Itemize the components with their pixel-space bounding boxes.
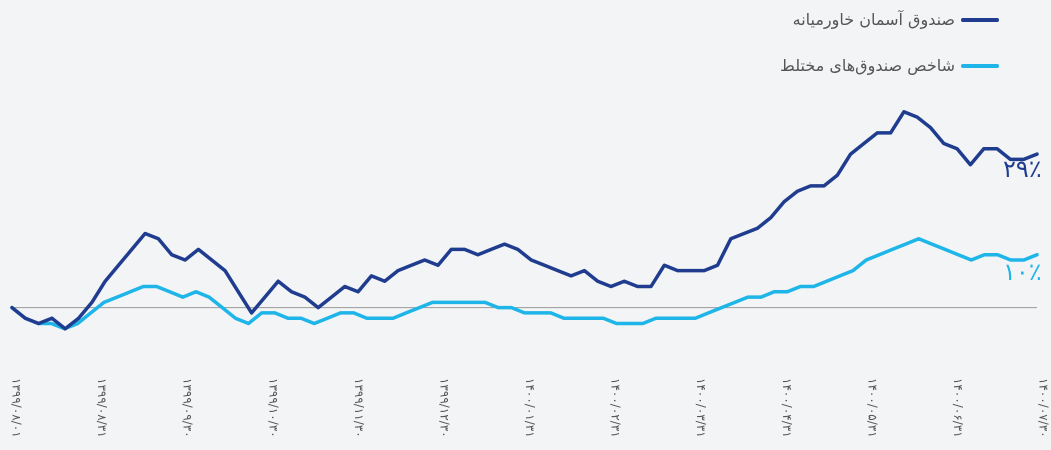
- series-line-fund: [10, 110, 1039, 331]
- x-tick-label: ۱۳۹۹/۰۸/۰۱: [10, 378, 24, 438]
- x-tick-label: ۱۴۰۰/۰۱/۳۱: [523, 378, 537, 438]
- x-tick-label: ۱۴۰۰/۰۶/۳۱: [951, 378, 965, 438]
- x-tick-label: ۱۳۹۹/۱۰/۳۰: [266, 378, 280, 438]
- series-line-index: [10, 237, 1039, 331]
- x-tick-label: ۱۳۹۹/۱۲/۳۰: [437, 378, 451, 438]
- x-tick-label: ۱۳۹۹/۰۹/۳۰: [181, 378, 195, 438]
- series-layer: [10, 110, 1039, 331]
- x-tick-label: ۱۴۰۰/۰۵/۳۱: [865, 378, 879, 438]
- legend-swatch-index: [961, 63, 999, 68]
- legend-label-fund: صندوق آسمان خاورمیانه: [792, 10, 955, 29]
- legend-swatch-fund: [961, 17, 999, 22]
- x-tick-label: ۱۳۹۹/۱۱/۳۰: [352, 378, 366, 438]
- end-label-fund: ۲۹٪: [1003, 155, 1042, 183]
- end-label-index: ۱۰٪: [1003, 258, 1042, 286]
- x-tick-label: ۱۳۹۹/۰۸/۳۱: [95, 378, 109, 438]
- x-tick-label: ۱۴۰۰/۰۳/۳۱: [694, 378, 708, 438]
- x-tick-label: ۱۴۰۰/۰۲/۳۱: [609, 378, 623, 438]
- x-tick-label: ۱۴۰۰/۰۴/۳۱: [780, 378, 794, 438]
- x-tick-label: ۱۴۰۰/۰۷/۳۰: [1037, 378, 1051, 438]
- legend-label-index: شاخص صندوق‌های مختلط: [780, 56, 955, 75]
- x-tick-labels: ۱۳۹۹/۰۸/۰۱ ۱۳۹۹/۰۸/۳۱ ۱۳۹۹/۰۹/۳۰ ۱۳۹۹/۱۰/۳۰…: [10, 378, 1051, 438]
- legend-item-fund: صندوق آسمان خاورمیانه: [793, 10, 999, 29]
- legend-item-index: شاخص صندوق‌های مختلط: [780, 56, 999, 75]
